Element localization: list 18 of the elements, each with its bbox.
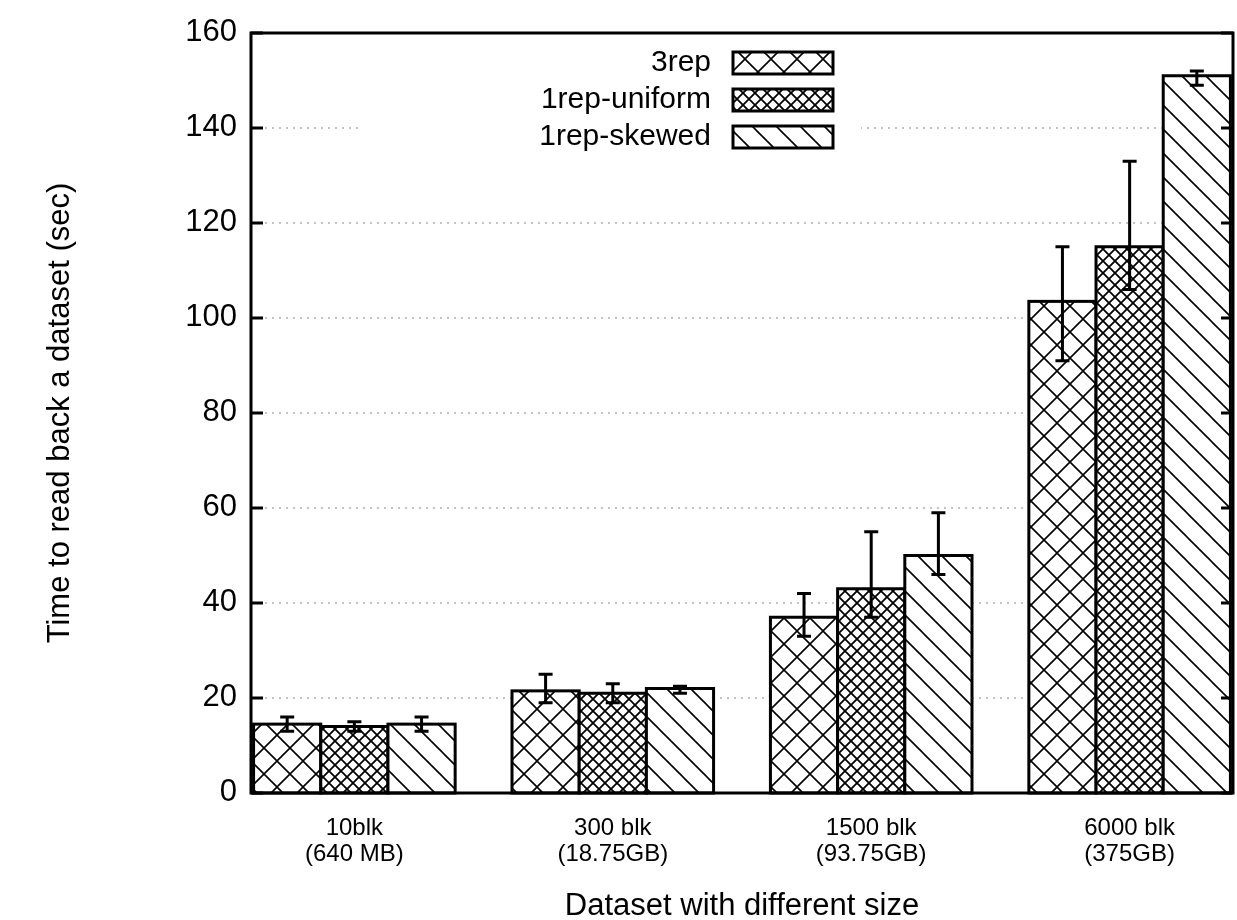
x-tick-label: 300 blk (18.75GB) bbox=[557, 813, 669, 866]
y-tick-label: 20 bbox=[202, 678, 237, 714]
y-tick-label: 60 bbox=[202, 488, 237, 524]
legend-label: 1rep-skewed bbox=[539, 117, 711, 151]
y-tick-label: 160 bbox=[185, 13, 237, 49]
y-tick-label: 0 bbox=[219, 773, 237, 809]
legend-label: 1rep-uniform bbox=[540, 80, 711, 114]
y-tick-label: 120 bbox=[185, 203, 237, 239]
legend-label: 3rep bbox=[650, 43, 711, 77]
x-tick-label: 1500 blk (93.75GB) bbox=[815, 813, 927, 866]
x-axis-title: Dataset with different size bbox=[564, 887, 920, 920]
y-tick-label: 140 bbox=[185, 108, 237, 144]
y-axis-title: Time to read back a dataset (sec) bbox=[41, 182, 77, 644]
y-tick-label: 80 bbox=[202, 393, 237, 429]
y-tick-label: 40 bbox=[202, 583, 237, 619]
x-tick-label: 10blk (640 MB) bbox=[305, 813, 404, 866]
y-tick-label: 100 bbox=[185, 298, 237, 334]
x-tick-label: 6000 blk (375GB) bbox=[1084, 813, 1176, 866]
